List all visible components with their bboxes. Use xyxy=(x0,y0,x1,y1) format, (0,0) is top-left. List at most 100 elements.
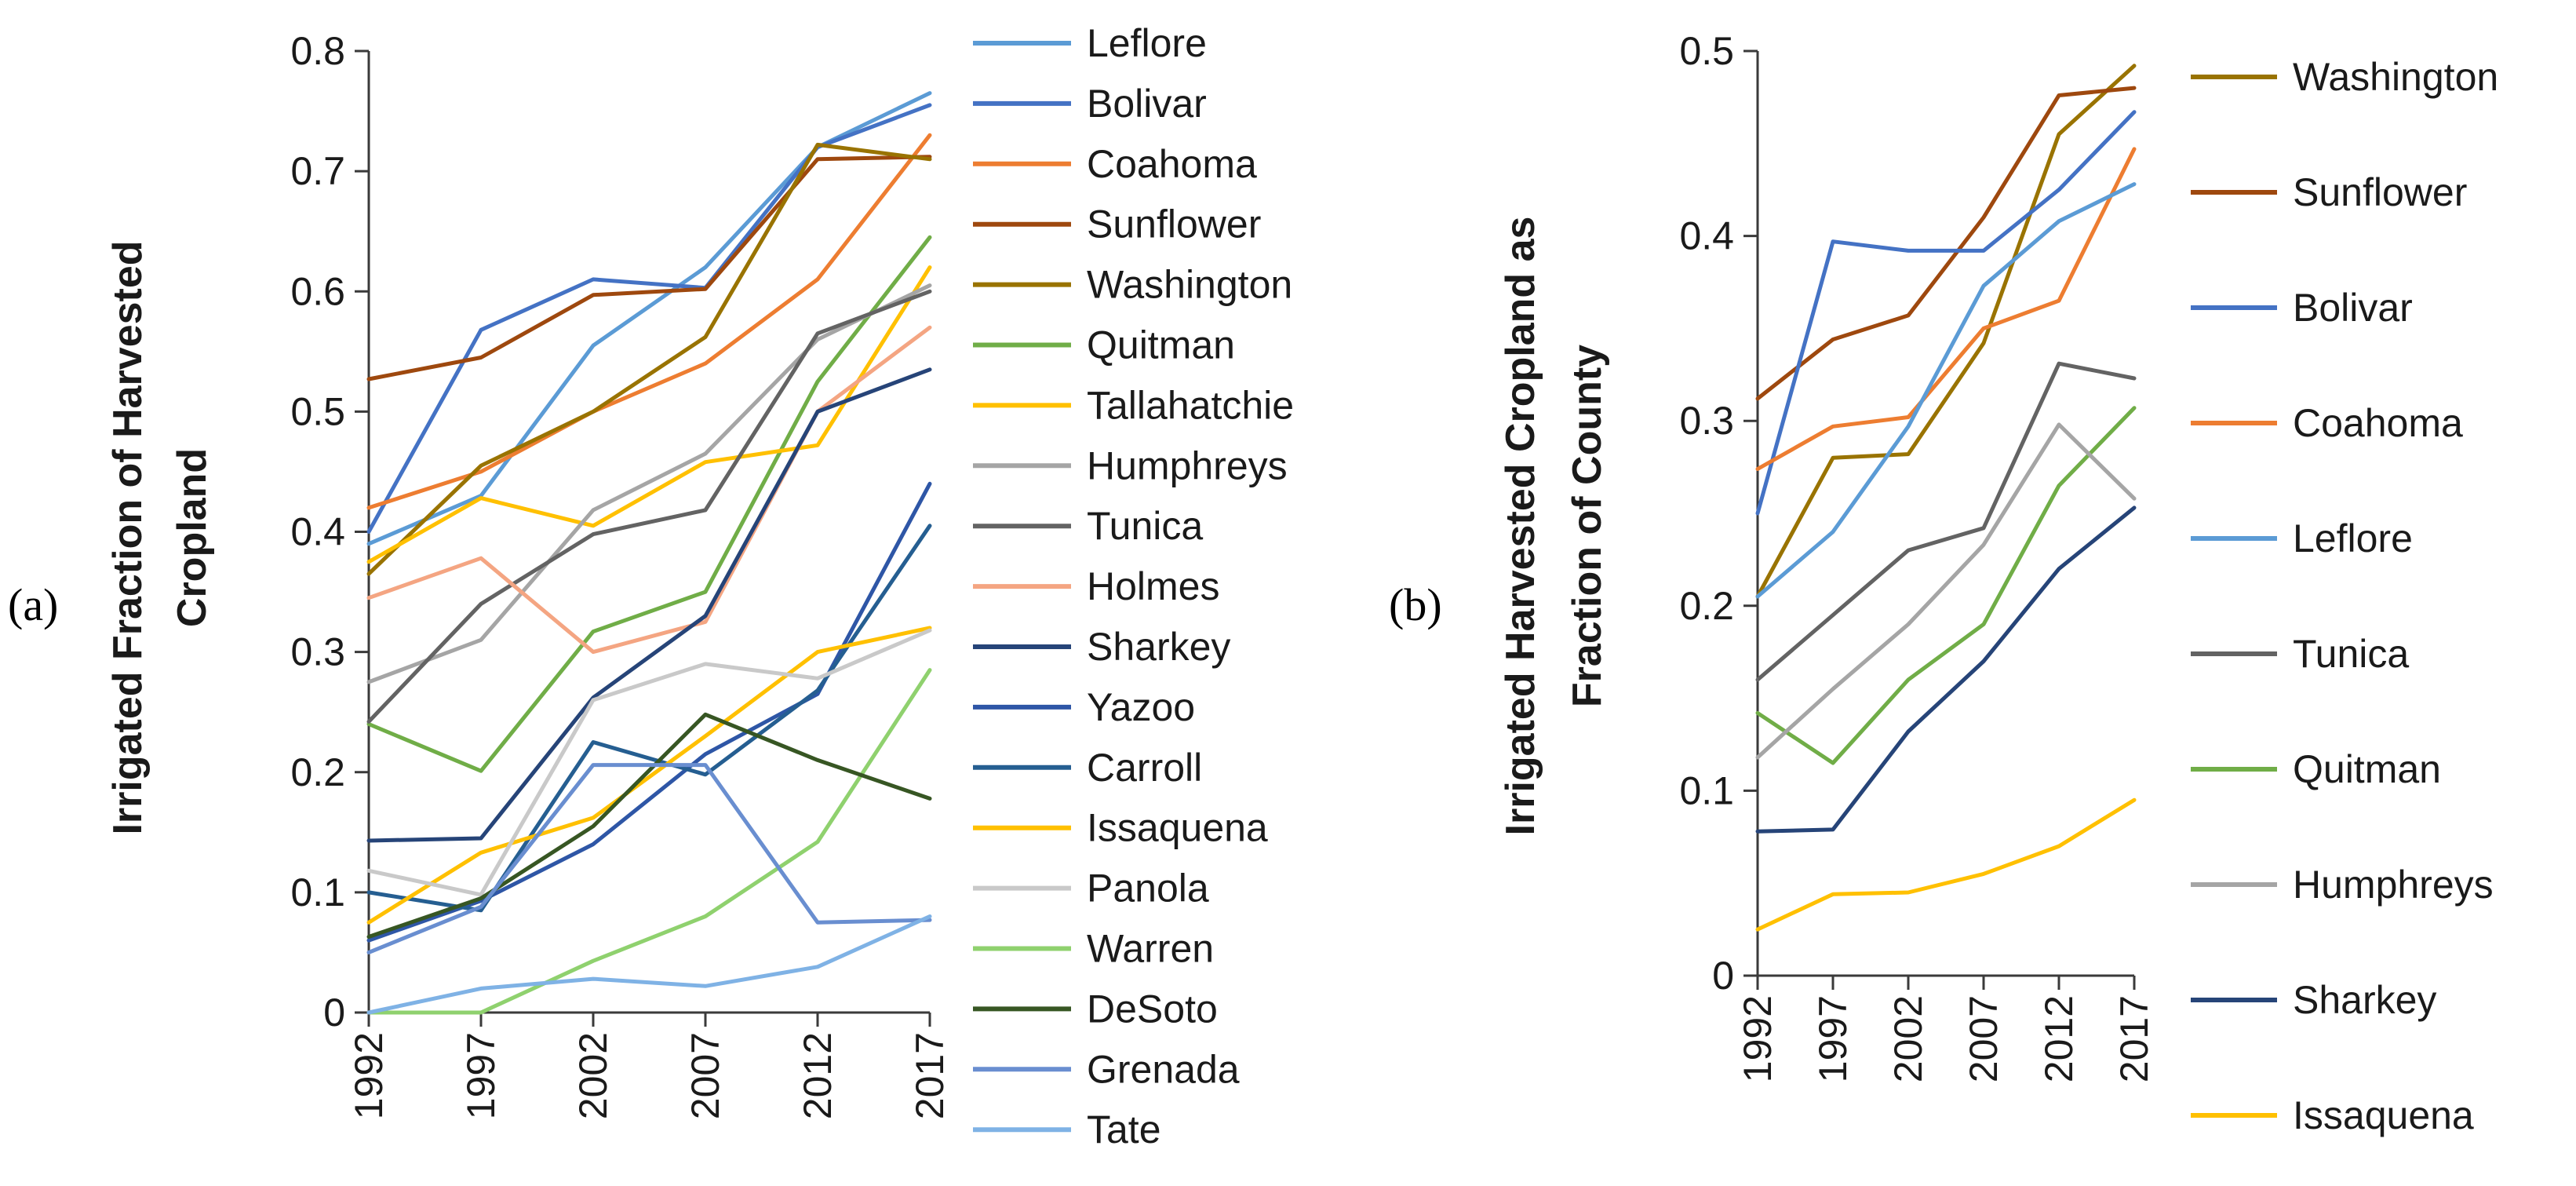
panel-b-ytick-label: 0 xyxy=(1712,954,1734,998)
panel-b-xticks: 1992 1997 2002 2007 2012 2017 xyxy=(1736,976,2156,1082)
panel-a-legend-label-tallahatchie: Tallahatchie xyxy=(1087,383,1294,427)
panel-b-ylabel-line-0: Irrigated Harvested Cropland as xyxy=(1498,217,1543,836)
panel-a-ytick-label: 0.1 xyxy=(290,870,345,914)
panel-b-ytick-label: 0.1 xyxy=(1679,768,1734,812)
panel-b-legend-label-leflore: Leflore xyxy=(2293,516,2413,560)
panel-b-legend-label-bolivar: Bolivar xyxy=(2293,286,2413,330)
panel-b-xtick-label: 2007 xyxy=(1962,995,2006,1082)
panel-b-chart: (b) Irrigated Harvested Cropland as Fract… xyxy=(1389,29,2498,1137)
panel-b-xtick-label: 1992 xyxy=(1736,995,1780,1082)
panel-a-ylabel: Irrigated Fraction of Harvested Cropland xyxy=(105,240,215,834)
panel-a-series-quitman xyxy=(366,235,932,773)
panel-a-legend-label-quitman: Quitman xyxy=(1087,323,1235,367)
panel-a-ytick-label: 0.3 xyxy=(290,630,345,674)
panel-a-series-lines xyxy=(366,91,932,1015)
panel-a-legend: Leflore Bolivar Coahoma Sunflower Washington… xyxy=(973,21,1294,1151)
panel-a-ytick-label: 0.4 xyxy=(290,510,345,554)
panel-b-label: (b) xyxy=(1389,579,1442,630)
panel-b-series-sunflower xyxy=(1755,86,2137,401)
panel-a-xtick-label: 2012 xyxy=(796,1032,840,1119)
panel-b-ytick-label: 0.5 xyxy=(1679,29,1734,73)
panel-b-ytick-label: 0.3 xyxy=(1679,399,1734,443)
panel-b-legend-label-tunica: Tunica xyxy=(2293,632,2409,676)
panel-a-xtick-label: 2017 xyxy=(908,1032,952,1119)
panel-a-series-sunflower xyxy=(366,155,932,381)
panel-a-legend-label-warren: Warren xyxy=(1087,927,1214,971)
panel-a-series-coahoma xyxy=(366,133,932,510)
panel-a-legend-label-coahoma: Coahoma xyxy=(1087,142,1257,186)
panel-a-ylabel-line-0: Irrigated Fraction of Harvested xyxy=(105,240,151,834)
panel-b-series-leflore xyxy=(1755,182,2137,599)
panel-a-series-bolivar xyxy=(366,103,932,534)
panel-b-xtick-label: 2002 xyxy=(1886,995,1930,1082)
panel-a-ytick-label: 0.6 xyxy=(290,269,345,313)
panel-b-ylabel: Irrigated Harvested Cropland as Fraction … xyxy=(1498,217,1610,836)
panel-a-legend-label-grenada: Grenada xyxy=(1087,1047,1240,1091)
panel-a-series-warren xyxy=(366,668,932,1015)
panel-a-series-washington xyxy=(366,142,932,576)
panel-a-series-issaquena xyxy=(366,626,932,925)
panel-a-legend-label-desoto: DeSoto xyxy=(1087,987,1218,1031)
panel-a-legend-label-leflore: Leflore xyxy=(1087,21,1207,65)
panel-a-legend-label-carroll: Carroll xyxy=(1087,746,1202,790)
panel-a-series-desoto xyxy=(366,712,932,939)
panel-b-legend-label-quitman: Quitman xyxy=(2293,747,2441,791)
panel-a-series-sharkey xyxy=(366,367,932,843)
panel-a-series-leflore xyxy=(366,91,932,546)
panel-a-series-tallahatchie xyxy=(366,265,932,564)
panel-a-ytick-label: 0.2 xyxy=(290,750,345,794)
panel-b-legend-label-coahoma: Coahoma xyxy=(2293,401,2463,445)
panel-b-series-coahoma xyxy=(1755,147,2137,471)
panel-a-yticks: 0 0.1 0.2 0.3 0.4 0.5 0.6 0.7 0.8 xyxy=(290,29,369,1035)
panel-a-ytick-label: 0 xyxy=(323,991,345,1035)
panel-a-xtick-label: 1992 xyxy=(347,1032,391,1119)
panel-b-legend-label-issaquena: Issaquena xyxy=(2293,1093,2474,1137)
panel-a-legend-label-tunica: Tunica xyxy=(1087,504,1203,548)
panel-a-chart: (a) Irrigated Fraction of Harvested Cropl… xyxy=(8,21,1294,1151)
panel-b-series-quitman xyxy=(1755,406,2137,765)
panel-a-legend-label-panola: Panola xyxy=(1087,867,1209,910)
panel-a-xtick-label: 1997 xyxy=(459,1032,503,1119)
panel-a-ylabel-line-1: Cropland xyxy=(169,448,215,627)
panel-a-legend-label-sunflower: Sunflower xyxy=(1087,203,1261,246)
panel-b-ytick-label: 0.4 xyxy=(1679,214,1734,258)
panel-a-legend-label-holmes: Holmes xyxy=(1087,564,1219,608)
panel-b-series-sharkey xyxy=(1755,505,2137,834)
panel-b-series-tunica xyxy=(1755,361,2137,682)
panel-a-xtick-label: 2007 xyxy=(683,1032,727,1119)
panel-a-series-carroll xyxy=(366,524,932,913)
panel-a-series-humphreys xyxy=(366,283,932,684)
panel-b-xtick-label: 1997 xyxy=(1811,995,1855,1082)
panel-a-ytick-label: 0.8 xyxy=(290,29,345,73)
panel-b-series-humphreys xyxy=(1755,422,2137,760)
panel-a-legend-label-washington: Washington xyxy=(1087,263,1292,307)
panel-a-legend-label-humphreys: Humphreys xyxy=(1087,443,1288,487)
panel-b-xtick-label: 2017 xyxy=(2112,995,2156,1082)
panel-b-xtick-label: 2012 xyxy=(2037,995,2081,1082)
panel-a-legend-label-tate: Tate xyxy=(1087,1108,1161,1151)
panel-a-ytick-label: 0.5 xyxy=(290,389,345,433)
panel-a-series-holmes xyxy=(366,325,932,655)
panel-a-label: (a) xyxy=(8,579,58,630)
panel-b-legend: Washington Sunflower Bolivar Coahoma Leflore… xyxy=(2191,55,2498,1137)
panel-b-yticks: 0 0.1 0.2 0.3 0.4 0.5 xyxy=(1679,29,1758,998)
panel-a-xticks: 1992 1997 2002 2007 2012 2017 xyxy=(347,1013,952,1119)
panel-a-xtick-label: 2002 xyxy=(571,1032,615,1119)
panel-a-legend-label-yazoo: Yazoo xyxy=(1087,685,1195,729)
panel-a-ytick-label: 0.7 xyxy=(290,149,345,193)
panel-b-series-lines xyxy=(1755,64,2137,932)
panel-a-series-panola xyxy=(366,628,932,897)
panel-b-legend-label-humphreys: Humphreys xyxy=(2293,863,2494,907)
panel-a-legend-label-bolivar: Bolivar xyxy=(1087,82,1207,126)
panel-b-ytick-label: 0.2 xyxy=(1679,584,1734,628)
panel-a-legend-label-issaquena: Issaquena xyxy=(1087,806,1268,850)
panel-b-legend-label-sunflower: Sunflower xyxy=(2293,170,2467,214)
panel-b-legend-label-sharkey: Sharkey xyxy=(2293,978,2436,1022)
panel-a-series-grenada xyxy=(366,763,932,954)
panel-b-series-bolivar xyxy=(1755,110,2137,516)
panel-a-series-tunica xyxy=(366,289,932,724)
panel-a-legend-label-sharkey: Sharkey xyxy=(1087,625,1230,669)
panel-b-ylabel-line-1: Fraction of County xyxy=(1565,345,1610,707)
panel-b-series-issaquena xyxy=(1755,797,2137,932)
